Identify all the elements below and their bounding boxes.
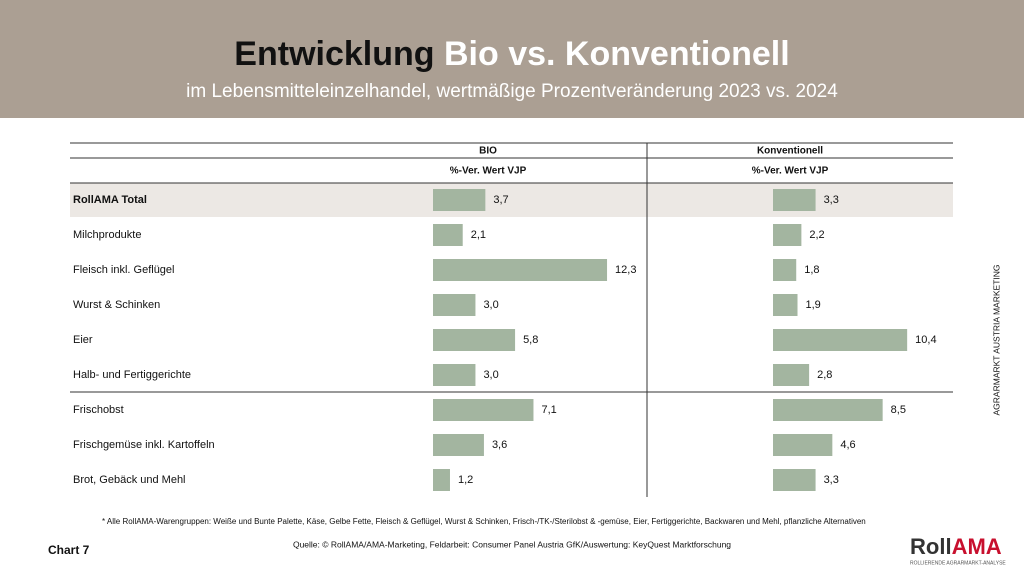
value-label: 3,3 [824,194,839,206]
source: Quelle: © RollAMA/AMA-Marketing, Feldarb… [293,539,731,549]
value-label: 2,2 [809,229,824,241]
title-part: Bio vs. Konventionell [444,35,790,73]
value-label: 10,4 [915,334,936,346]
value-label: 2,1 [471,229,486,241]
row-label: Milchprodukte [73,229,141,241]
logo-part: Roll [910,534,952,559]
bar [773,259,797,281]
subtitle: im Lebensmitteleinzelhandel, wertmäßige … [186,81,838,102]
value-label: 1,2 [458,474,473,486]
value-label: 3,7 [493,194,508,206]
column-header: BIO [479,146,497,157]
value-label: 8,5 [891,404,906,416]
chart-number: Chart 7 [48,543,90,557]
value-label: 7,1 [541,404,556,416]
bar [773,434,833,456]
bar [773,364,810,386]
value-label: 3,0 [483,369,498,381]
column-subheader: %-Ver. Wert VJP [450,166,527,177]
bar [433,434,484,456]
value-label: 12,3 [615,264,636,276]
row-label: Halb- und Fertiggerichte [73,369,191,381]
footnote: * Alle RollAMA-Warengruppen: Weiße und B… [102,517,866,526]
column-subheader: %-Ver. Wert VJP [752,166,829,177]
row-label: Frischobst [73,404,124,416]
bar [773,224,802,246]
bar [433,189,486,211]
title-banner [0,0,1024,118]
chart-title: Entwicklung Bio vs. Konventionell [234,35,789,73]
logo-part: AMA [952,534,1002,559]
value-label: 3,6 [492,439,507,451]
row-label: Brot, Gebäck und Mehl [73,474,186,486]
bar [433,259,608,281]
value-label: 3,3 [824,474,839,486]
value-label: 2,8 [817,369,832,381]
row-label: RollAMA Total [73,194,147,206]
column-header: Konventionell [757,146,823,157]
value-label: 5,8 [523,334,538,346]
bar [773,294,798,316]
bar [773,329,908,351]
logo-tagline: ROLLIERENDE AGRARMARKT-ANALYSE [910,560,1006,566]
bar [433,224,463,246]
row-label: Eier [73,334,93,346]
row-label: Wurst & Schinken [73,299,160,311]
value-label: 4,6 [840,439,855,451]
bar [433,329,516,351]
bar [433,294,476,316]
bar [433,399,534,421]
bar [773,469,816,491]
value-label: 1,9 [806,299,821,311]
bar [773,399,883,421]
value-label: 3,0 [483,299,498,311]
title-part: Entwicklung [234,35,434,73]
value-label: 1,8 [804,264,819,276]
row-label: Frischgemüse inkl. Kartoffeln [73,439,215,451]
row-label: Fleisch inkl. Geflügel [73,264,175,276]
logo: RollAMA [910,534,1002,559]
bar [433,469,450,491]
bar [773,189,816,211]
side-text: AGRARMARKT AUSTRIA MARKETING [991,265,1001,416]
bar [433,364,476,386]
total-row-bg [70,183,953,217]
